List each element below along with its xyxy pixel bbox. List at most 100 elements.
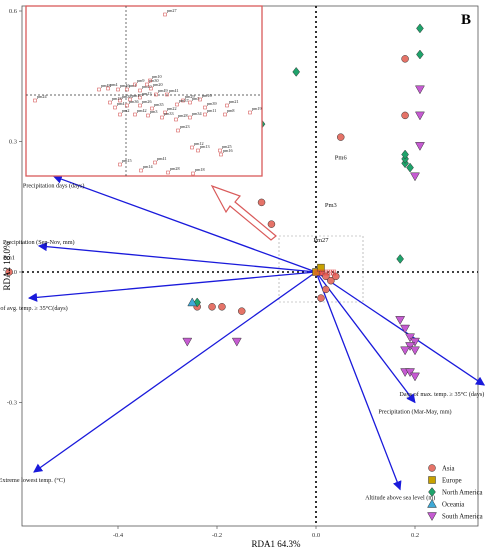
data-point xyxy=(402,112,409,119)
panel-label: B xyxy=(461,12,471,28)
inset-point-label: pm16 xyxy=(202,93,212,98)
data-point xyxy=(232,338,241,346)
y-axis-title: RDA2 18.0% xyxy=(2,241,12,291)
inset-point-label: pm11 xyxy=(207,108,216,113)
inset-point-label: pm23 xyxy=(180,124,190,129)
data-point xyxy=(322,286,329,293)
data-point xyxy=(258,199,265,206)
inset-point-label: pm34 xyxy=(192,111,202,116)
environmental-vector xyxy=(316,272,400,490)
data-point xyxy=(416,50,423,59)
legend-marker xyxy=(428,513,437,521)
legend-label: Asia xyxy=(442,466,454,473)
legend-marker xyxy=(429,465,436,472)
environmental-vector xyxy=(34,272,316,472)
x-tick-label: 0.0 xyxy=(312,532,320,539)
legend-label: Europe xyxy=(442,478,462,485)
zoom-inset: pm27pm24pm48 pm4 pm46 pm4 pm40 pm20pm49 pm41pm… xyxy=(26,6,262,176)
inset-point-label: pm8 xyxy=(227,108,234,113)
inset-point-label: pm24 xyxy=(37,94,47,99)
vector-label: Altitude above sea level (m) xyxy=(365,495,435,502)
inset-point-label: pm26 xyxy=(142,99,152,104)
inset-point-label: pm4 xyxy=(110,82,118,87)
environmental-vector xyxy=(316,272,415,403)
x-tick-label: -0.4 xyxy=(113,532,124,539)
data-point xyxy=(238,308,245,315)
legend: Asia Europe North America Oceania South Amer… xyxy=(428,465,483,521)
inset-point-label: pm4 xyxy=(129,83,137,88)
data-point xyxy=(415,86,424,94)
inset-point-label: pm5 xyxy=(192,96,199,101)
cluster-marker xyxy=(329,270,331,272)
cluster-marker xyxy=(325,270,327,272)
inset-point-label: pm14 xyxy=(143,164,153,169)
site-label: Pm3 xyxy=(325,202,337,209)
inset-point-label: pm15 xyxy=(122,158,132,163)
site-label: Pm27 xyxy=(313,237,329,244)
data-point xyxy=(337,134,344,141)
data-point xyxy=(401,347,410,355)
data-point xyxy=(416,24,423,33)
legend-label: North America xyxy=(442,490,483,497)
inset-point-label: pm41 xyxy=(169,88,179,93)
legend-marker xyxy=(429,477,436,484)
y-tick-label: -0.3 xyxy=(7,400,17,407)
data-point xyxy=(411,373,420,381)
inset-point-label: pm36 xyxy=(129,99,139,104)
data-point xyxy=(411,173,420,181)
inset-point-label: pm33 xyxy=(164,111,174,116)
cluster-marker xyxy=(334,270,336,272)
environmental-vector xyxy=(316,272,484,385)
inset-point-label: pm35 xyxy=(154,102,164,107)
inset-point-label: pm28 xyxy=(170,166,180,171)
zoom-pointer-arrow xyxy=(212,186,276,240)
inset-point-label: pm19 xyxy=(252,106,262,111)
inset-point-label: pm40 xyxy=(142,84,152,89)
inset-point-label: pm42 xyxy=(137,108,147,113)
inset-point-label: pm18 xyxy=(195,167,205,172)
data-point xyxy=(209,303,216,310)
inset-point-label: pm37 xyxy=(179,98,189,103)
data-point xyxy=(411,347,420,355)
data-point xyxy=(396,316,405,324)
x-tick-label: 0.2 xyxy=(411,532,419,539)
vector-label: Days of max. temp. ≥ 35°C (days) xyxy=(399,391,484,398)
inset-point-label: pm3 xyxy=(150,109,157,114)
inset-point-label: pm39 xyxy=(207,101,217,106)
inset-point-label: pm2 xyxy=(122,108,129,113)
inset-point-label: pm16 xyxy=(223,148,233,153)
x-axis-title: RDA1 64.3% xyxy=(252,539,302,549)
inset-point-label: pm13 xyxy=(200,144,210,149)
vector-label: Precipitation days (days) xyxy=(23,182,85,189)
data-point xyxy=(415,112,424,120)
legend-label: South America xyxy=(442,514,483,521)
y-tick-label: 0.3 xyxy=(9,139,17,146)
data-point xyxy=(268,221,275,228)
data-point xyxy=(402,55,409,62)
vector-label: Precipitation (Sep-Nov, mm) xyxy=(3,239,75,246)
environmental-vector xyxy=(39,246,316,272)
data-point xyxy=(293,67,300,76)
vector-label: Precipitation (Mar-May, mm) xyxy=(378,409,451,416)
inset-point-label: pm17 xyxy=(132,93,142,98)
inset-point-label: pm41 xyxy=(157,156,167,161)
data-point xyxy=(415,142,424,150)
y-tick-label: 0.6 xyxy=(9,8,18,15)
legend-label: Oceania xyxy=(442,502,464,509)
site-label: Pm6 xyxy=(335,154,348,161)
vector-label: Days of avg. temp. ≥ 35°C(days) xyxy=(0,305,68,312)
vector-label: Extreme lowest temp. (°C) xyxy=(0,477,65,484)
inset-point-label: pm28 xyxy=(178,113,188,118)
inset-point-label: pm10 xyxy=(152,74,162,79)
x-tick-label: -0.2 xyxy=(212,532,222,539)
cluster-marker xyxy=(329,273,331,275)
inset-point-label: pm4 xyxy=(117,101,125,106)
data-point xyxy=(183,338,192,346)
inset-point-label: pm49 xyxy=(158,88,168,93)
inset-point-label: pm13 xyxy=(142,91,152,96)
environmental-vector xyxy=(54,176,316,272)
inset-point-label: pm27 xyxy=(167,8,177,13)
data-point xyxy=(397,254,404,263)
data-point xyxy=(317,295,324,302)
